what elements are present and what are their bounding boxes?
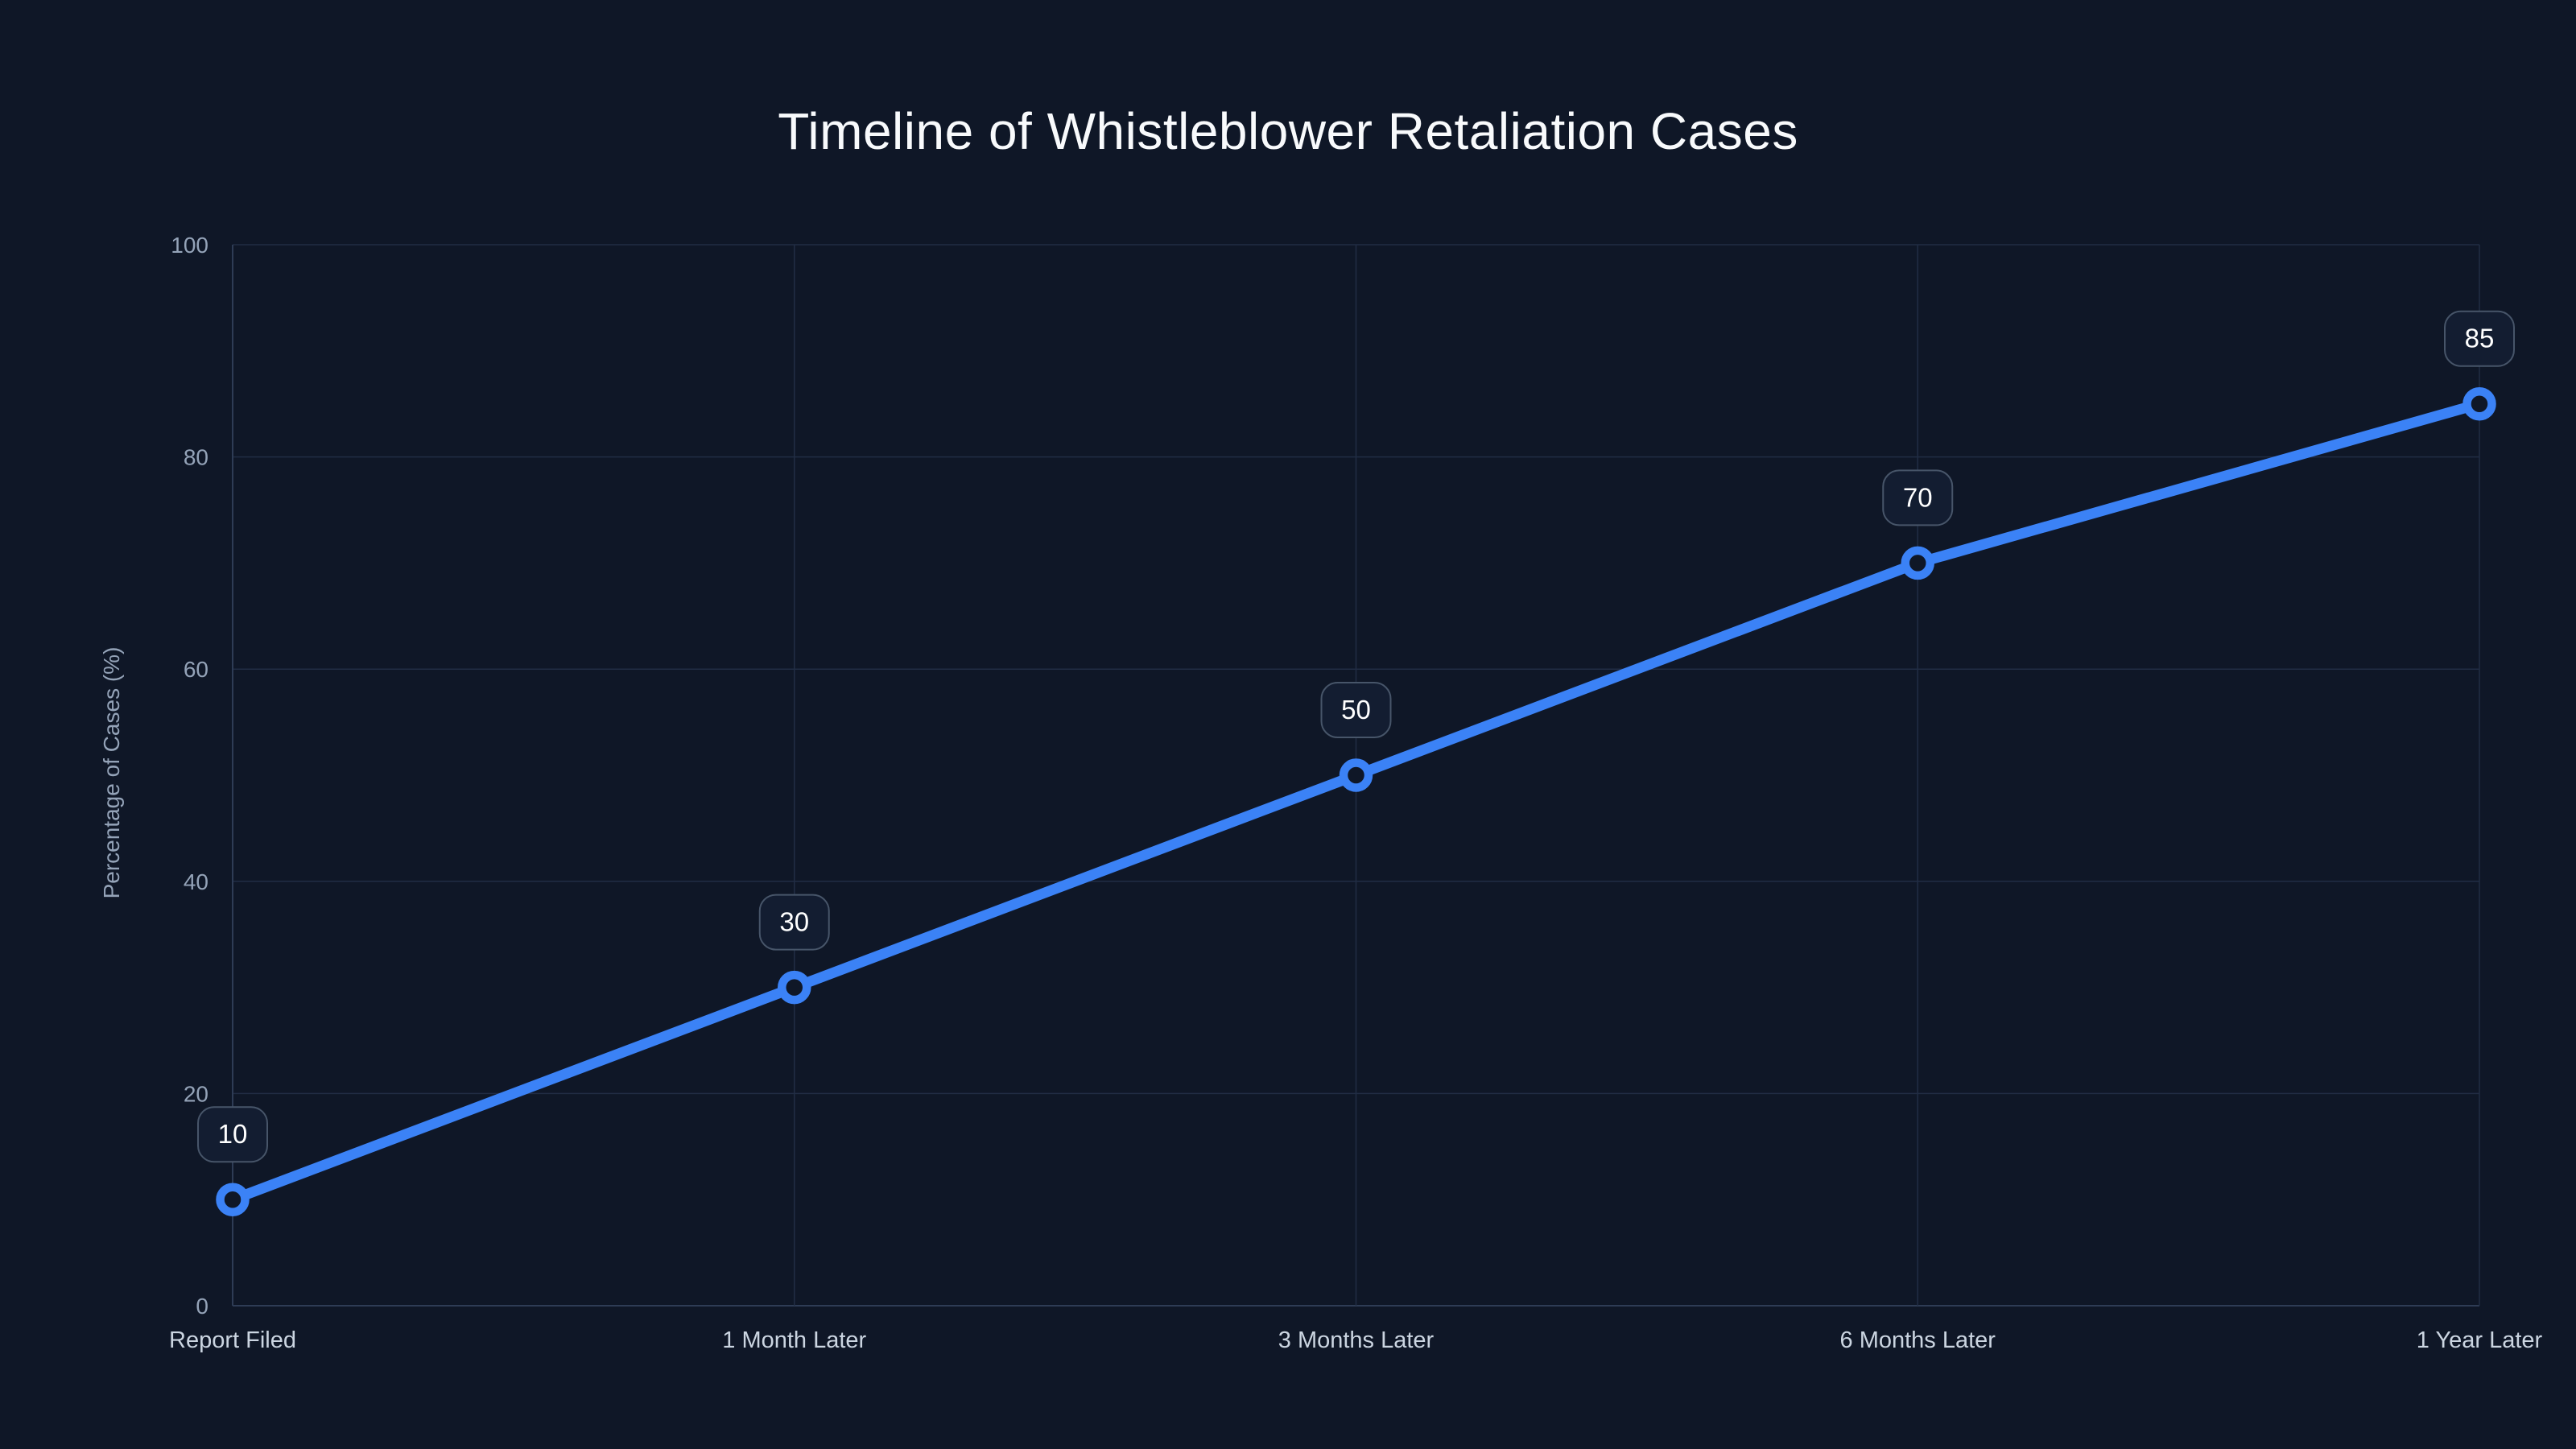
chart-title: Timeline of Whistleblower Retaliation Ca… — [778, 102, 1798, 160]
data-label-text: 10 — [218, 1119, 248, 1149]
data-point[interactable] — [1339, 758, 1373, 792]
y-axis-title: Percentage of Cases (%) — [99, 647, 124, 899]
data-point[interactable] — [2462, 386, 2496, 421]
y-tick-label: 100 — [171, 233, 208, 258]
y-tick-label: 40 — [184, 869, 208, 894]
x-axis-label: 6 Months Later — [1840, 1327, 1996, 1353]
data-label-box — [1320, 682, 1392, 738]
data-point[interactable] — [216, 1183, 250, 1216]
y-tick-label: 80 — [184, 445, 208, 470]
data-label-text: 70 — [1903, 482, 1933, 512]
data-label-box — [1882, 469, 1954, 526]
y-tick-label: 20 — [184, 1081, 208, 1106]
data-label-text: 30 — [779, 907, 809, 937]
x-axis-label: 1 Month Later — [722, 1327, 866, 1353]
y-tick-label: 60 — [184, 657, 208, 682]
x-axis-label: 1 Year Later — [2417, 1327, 2543, 1353]
y-tick-label: 0 — [196, 1294, 208, 1319]
data-point[interactable] — [1901, 546, 1934, 580]
data-point[interactable] — [778, 970, 811, 1005]
data-label-text: 85 — [2465, 324, 2495, 353]
data-label-text: 50 — [1341, 695, 1371, 724]
data-label-box — [2444, 310, 2515, 367]
x-axis-label: 3 Months Later — [1278, 1327, 1435, 1353]
data-label-box — [197, 1106, 268, 1163]
data-label-box — [758, 894, 830, 951]
x-axis-label: Report Filed — [169, 1327, 296, 1353]
